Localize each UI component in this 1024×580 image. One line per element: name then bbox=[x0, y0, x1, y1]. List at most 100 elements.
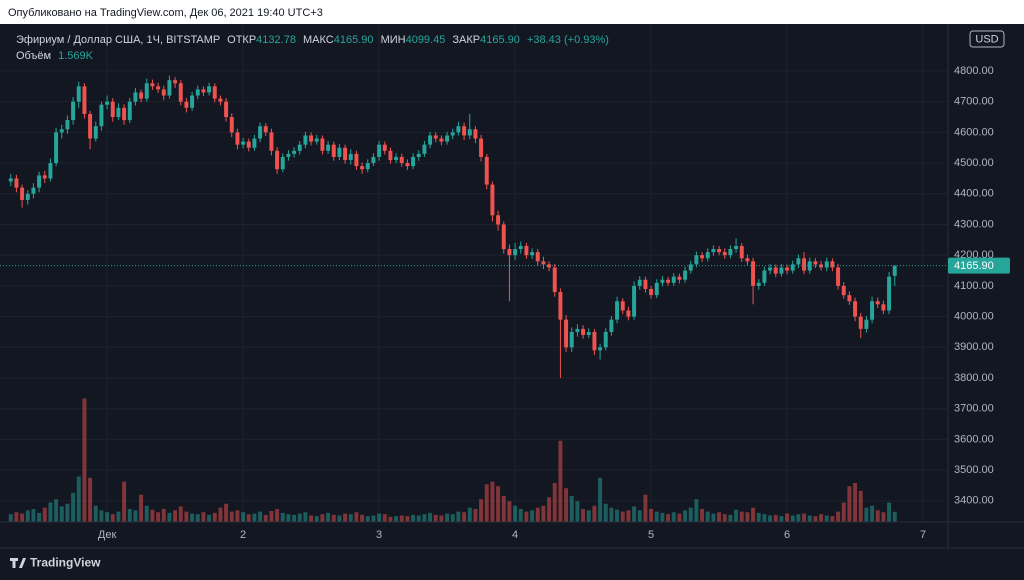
candle-body bbox=[671, 276, 676, 283]
volume-bar bbox=[756, 512, 761, 522]
volume-bar bbox=[615, 509, 620, 522]
close-label: ЗАКР bbox=[452, 34, 480, 46]
candle-body bbox=[603, 331, 608, 348]
volume-bar bbox=[473, 509, 478, 522]
x-tick-label: 7 bbox=[920, 529, 926, 541]
volume-bar bbox=[377, 513, 382, 522]
volume-bar bbox=[575, 501, 580, 522]
candle-body bbox=[858, 316, 863, 329]
volume-bar bbox=[694, 499, 699, 522]
volume-bar bbox=[195, 514, 200, 522]
candle-body bbox=[507, 249, 512, 256]
volume-bar bbox=[297, 513, 302, 522]
volume-bar bbox=[717, 512, 722, 522]
candle-body bbox=[8, 178, 13, 182]
volume-bar bbox=[462, 512, 467, 522]
x-tick-label: Дек bbox=[98, 529, 117, 541]
volume-bar bbox=[830, 516, 835, 522]
volume-bar bbox=[864, 507, 869, 522]
candle-body bbox=[65, 120, 70, 130]
volume-bar bbox=[190, 513, 195, 522]
volume-bar bbox=[609, 507, 614, 522]
candle-body bbox=[615, 301, 620, 320]
volume-bar bbox=[116, 511, 121, 522]
grid bbox=[0, 24, 948, 522]
volume-bar bbox=[513, 505, 518, 522]
candle-body bbox=[207, 86, 212, 93]
candle-body bbox=[654, 282, 659, 296]
volume-bar bbox=[598, 477, 603, 522]
volume-bar bbox=[320, 514, 325, 522]
candle-body bbox=[54, 132, 59, 164]
volume-bar bbox=[280, 512, 285, 522]
volume-bar bbox=[229, 511, 234, 522]
volume-bar bbox=[535, 507, 540, 522]
volume-bar bbox=[303, 512, 308, 522]
volume-bar bbox=[20, 513, 25, 522]
volume-bar bbox=[127, 509, 132, 522]
candle-body bbox=[326, 144, 331, 151]
candle-body bbox=[309, 135, 314, 142]
candle-body bbox=[558, 292, 563, 320]
candle-body bbox=[167, 80, 172, 96]
candle-body bbox=[82, 86, 87, 114]
y-tick-label: 3500.00 bbox=[954, 464, 994, 476]
candle-body bbox=[201, 89, 206, 93]
candle-body bbox=[365, 163, 370, 170]
candle-body bbox=[592, 331, 597, 351]
candle-body bbox=[76, 86, 81, 102]
candle-body bbox=[790, 264, 795, 271]
candle-body bbox=[762, 270, 767, 283]
volume-bar bbox=[343, 513, 348, 522]
candle-body bbox=[388, 150, 393, 161]
candle-body bbox=[581, 328, 586, 336]
candle-body bbox=[20, 187, 25, 200]
volume-bar bbox=[853, 483, 858, 522]
y-tick-label: 3800.00 bbox=[954, 372, 994, 384]
volume-bar bbox=[643, 494, 648, 522]
volume-bar bbox=[802, 513, 807, 522]
volume-bar bbox=[14, 512, 19, 522]
volume-label: Объём bbox=[16, 50, 51, 62]
volume-bar bbox=[496, 486, 501, 522]
candle-body bbox=[484, 156, 489, 185]
candle-body bbox=[331, 144, 336, 157]
high-label: МАКС bbox=[303, 34, 334, 46]
volume-bar bbox=[360, 514, 365, 522]
volume-bar bbox=[785, 513, 790, 522]
volume-bar bbox=[439, 515, 444, 522]
candle-body bbox=[887, 276, 892, 311]
candle-body bbox=[824, 261, 829, 268]
volume-bar bbox=[626, 510, 631, 522]
volume-bar bbox=[870, 505, 875, 522]
candle-body bbox=[564, 319, 569, 348]
volume-bar bbox=[836, 511, 841, 522]
candle-body bbox=[252, 138, 257, 148]
candle-body bbox=[813, 261, 818, 265]
volume-bar bbox=[48, 502, 53, 522]
volume-bar bbox=[660, 512, 665, 522]
volume-bar bbox=[37, 512, 42, 522]
candle-body bbox=[456, 126, 461, 133]
close-value: 4165.90 bbox=[480, 34, 520, 46]
volume-bar bbox=[711, 513, 716, 522]
candle-body bbox=[178, 83, 183, 102]
volume-bar bbox=[654, 511, 659, 522]
currency-button[interactable] bbox=[969, 30, 1005, 48]
volume-bar bbox=[394, 516, 399, 522]
candle-body bbox=[864, 319, 869, 329]
candle-body bbox=[71, 101, 76, 121]
volume-bar bbox=[354, 512, 359, 522]
candle-body bbox=[218, 98, 223, 102]
volume-bar bbox=[807, 515, 812, 522]
candle-body bbox=[700, 255, 705, 259]
volume-bar bbox=[144, 505, 149, 522]
currency-label[interactable]: USD bbox=[975, 33, 998, 45]
candle-body bbox=[286, 153, 291, 157]
candle-body bbox=[785, 267, 790, 271]
volume-bar bbox=[847, 486, 852, 522]
volume-bar bbox=[241, 512, 246, 522]
candle-body bbox=[258, 126, 263, 139]
candle-body bbox=[734, 245, 739, 250]
